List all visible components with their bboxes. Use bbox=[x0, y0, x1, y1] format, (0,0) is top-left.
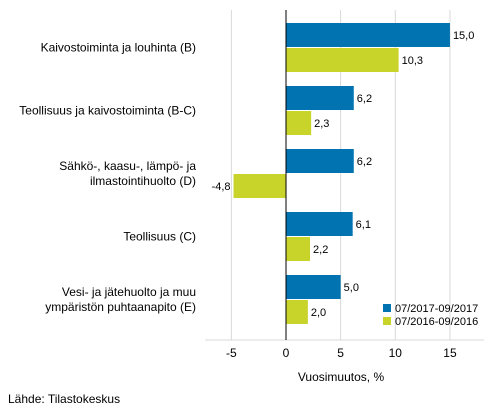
data-label: 15,0 bbox=[453, 30, 474, 42]
data-label: 10,3 bbox=[402, 55, 423, 67]
data-label: 2,2 bbox=[313, 244, 328, 256]
bar-series-1 bbox=[286, 149, 354, 173]
category-label-line: Teollisuus (C) bbox=[123, 230, 196, 244]
legend-label: 07/2016-09/2016 bbox=[395, 316, 478, 328]
category-label: Teollisuus (C) bbox=[123, 230, 196, 244]
bar-series-2 bbox=[286, 300, 308, 324]
bar-series-1 bbox=[286, 86, 354, 110]
category-label-line: Kaivostoiminta ja louhinta (B) bbox=[41, 41, 196, 55]
category-label-line: ilmastointihuolto (D) bbox=[90, 174, 196, 188]
category-label-line: Teollisuus ja kaivostoiminta (B-C) bbox=[19, 104, 196, 118]
bar-series-2 bbox=[233, 174, 286, 198]
x-tick-label: 5 bbox=[337, 346, 344, 360]
data-label: 2,3 bbox=[314, 118, 329, 130]
data-label: -4,8 bbox=[212, 181, 231, 193]
legend-swatch bbox=[383, 317, 391, 325]
bar-series-1 bbox=[286, 275, 341, 299]
data-label: 6,1 bbox=[356, 219, 371, 231]
category-label-line: ympäristön puhtaanapito (E) bbox=[45, 300, 196, 314]
data-labels: 15,0 10,3 6,2 2,3 6,2 -4,8 6,1 2,2 5,0 2,0 bbox=[212, 30, 475, 319]
data-label: 6,2 bbox=[357, 93, 372, 105]
source-note: Lähde: Tilastokeskus bbox=[8, 392, 121, 406]
category-label-line: Sähkö-, kaasu-, lämpö- ja bbox=[59, 159, 196, 173]
x-axis-title: Vuosimuutos, % bbox=[298, 370, 385, 384]
x-tick-label: 0 bbox=[283, 346, 290, 360]
category-label-line: Vesi- ja jätehuolto ja muu bbox=[62, 285, 196, 299]
bar-series-2 bbox=[286, 48, 399, 72]
bar-series-2 bbox=[286, 111, 312, 135]
bar-series-1 bbox=[286, 23, 450, 47]
bar-series-2 bbox=[286, 237, 311, 261]
x-tick-label: 10 bbox=[389, 346, 403, 360]
legend-label: 07/2017-09/2017 bbox=[395, 303, 478, 315]
bars bbox=[233, 23, 450, 324]
category-label: Teollisuus ja kaivostoiminta (B-C) bbox=[19, 104, 196, 118]
data-label: 5,0 bbox=[344, 282, 359, 294]
category-labels: Kaivostoiminta ja louhinta (B) Teollisuus… bbox=[19, 41, 196, 315]
x-tick-label: 15 bbox=[443, 346, 457, 360]
data-label: 6,2 bbox=[357, 156, 372, 168]
legend-swatch bbox=[383, 304, 391, 312]
data-label: 2,0 bbox=[311, 307, 326, 319]
category-label: Kaivostoiminta ja louhinta (B) bbox=[41, 41, 196, 55]
category-label: Sähkö-, kaasu-, lämpö- ja ilmastointihuol… bbox=[59, 159, 196, 188]
bar-series-1 bbox=[286, 212, 353, 236]
category-label: Vesi- ja jätehuolto ja muu ympäristön puh… bbox=[45, 285, 196, 314]
x-tick-labels: -5 0 5 10 15 bbox=[226, 346, 457, 360]
x-tick-label: -5 bbox=[226, 346, 237, 360]
